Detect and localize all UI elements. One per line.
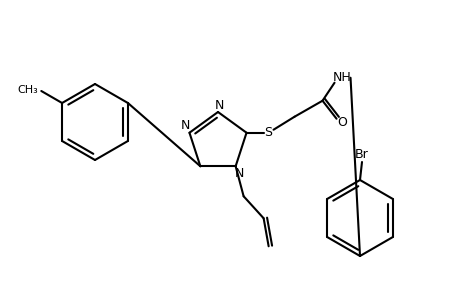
Text: O: O xyxy=(337,116,347,129)
Text: NH: NH xyxy=(332,71,351,84)
Text: N: N xyxy=(214,98,223,112)
Text: Br: Br xyxy=(354,148,368,160)
Text: S: S xyxy=(264,126,272,139)
Text: N: N xyxy=(235,167,244,180)
Text: N: N xyxy=(180,119,190,132)
Text: CH₃: CH₃ xyxy=(17,85,38,95)
